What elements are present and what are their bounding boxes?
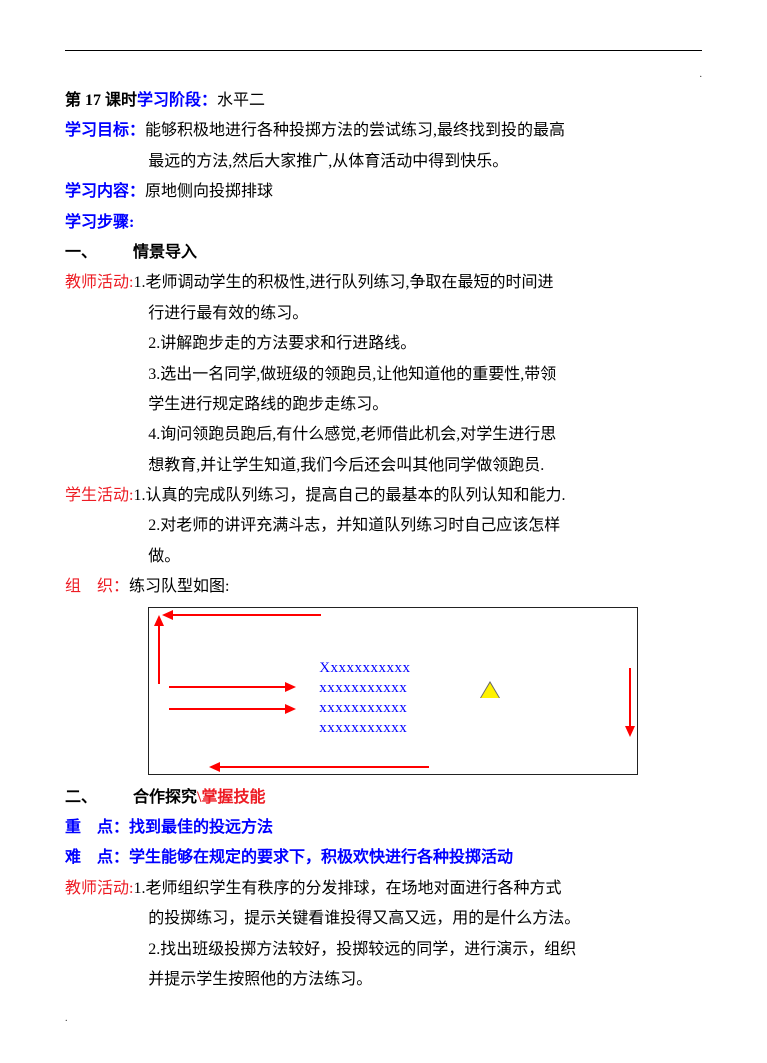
kp-b: 点： [97,819,129,836]
section1: 一、 情景导入 [65,238,702,268]
t2-1a: 1.老师组织学生有秩序的分发排球，在场地对面进行各种方式 [133,874,702,904]
stage-value: 水平二 [217,86,265,116]
s2b: 做。 [65,542,702,572]
section2: 二、 合作探究\掌握技能 [65,783,702,813]
t1b: 行进行最有效的练习。 [65,299,702,329]
corner-dot: . [65,65,702,84]
arrow-left-head [154,615,164,626]
s1: 1.认真的完成队列练习，提高自己的最基本的队列认知和能力. [133,481,702,511]
arrow-mid1 [169,686,287,688]
df-text: 学生能够在规定的要求下，积极欢快进行各种投掷活动 [129,849,513,866]
t3a: 3.选出一名同学,做班级的领跑员,让他知道他的重要性,带领 [65,360,702,390]
teacher-row: 教师活动: 1.老师调动学生的积极性,进行队列练习,争取在最短的时间进 [65,268,702,298]
section1-title: 情景导入 [133,244,197,261]
steps-label: 学习步骤: [65,208,702,238]
arrow-left [158,624,160,684]
top-rule [65,50,702,51]
arrow-bottom [219,766,429,768]
arrow-mid2 [169,708,287,710]
section2-title-b: \掌握技能 [197,789,265,806]
triangle-icon [481,683,499,698]
formation-diagram: Xxxxxxxxxxx xxxxxxxxxxx xxxxxxxxxxx xxxx… [148,607,638,775]
student-label: 学生活动: [65,481,133,511]
content-label: 学习内容： [65,177,145,207]
stage-label: 学习阶段： [137,86,217,116]
org-label: 组 织： [65,572,129,602]
header-line: 第 17 课时 学习阶段： 水平二 [65,86,702,116]
arrow-mid2-head [285,704,296,714]
org-label-a: 组 [65,578,81,595]
arrow-bottom-head [209,762,220,772]
goal-text2: 最远的方法,然后大家推广,从体育活动中得到快乐。 [65,147,702,177]
section1-num: 一、 [65,238,129,268]
student-row: 学生活动: 1.认真的完成队列练习，提高自己的最基本的队列认知和能力. [65,481,702,511]
org-text: 练习队型如图: [129,572,702,602]
df-b: 点： [97,849,129,866]
kp-text: 找到最佳的投远方法 [129,819,273,836]
df-a: 难 [65,849,81,866]
section2-title-a: 合作探究 [133,789,197,806]
t2-2b: 并提示学生按照他的方法练习。 [65,965,702,995]
t2-1b: 的投掷练习，提示关键看谁投得又高又远，用的是什么方法。 [65,904,702,934]
lesson-prefix: 第 17 课时 [65,86,137,116]
kp-a: 重 [65,819,81,836]
teacher-label: 教师活动: [65,268,133,298]
t4a: 4.询问领跑员跑后,有什么感觉,老师借此机会,对学生进行思 [65,420,702,450]
goal-label: 学习目标： [65,116,145,146]
keypoint-line: 重 点：找到最佳的投远方法 [65,813,702,843]
arrow-right-head [625,726,635,737]
org-row: 组 织： 练习队型如图: [65,572,702,602]
t4b: 想教育,并让学生知道,我们今后还会叫其他同学做领跑员. [65,451,702,481]
arrow-top [171,614,321,616]
difficulty-line: 难 点：学生能够在规定的要求下，积极欢快进行各种投掷活动 [65,843,702,873]
goal-text1: 能够积极地进行各种投掷方法的尝试练习,最终找到投的最高 [145,116,702,146]
content-text: 原地侧向投掷排球 [145,177,702,207]
goal-line: 学习目标： 能够积极地进行各种投掷方法的尝试练习,最终找到投的最高 [65,116,702,146]
arrow-mid1-head [285,682,296,692]
footer-dot: . [65,1009,702,1028]
xrow4: xxxxxxxxxxx [319,714,407,743]
s2a: 2.对老师的讲评充满斗志，并知道队列练习时自己应该怎样 [65,511,702,541]
t2: 2.讲解跑步走的方法要求和行进路线。 [65,329,702,359]
t1a: 1.老师调动学生的积极性,进行队列练习,争取在最短的时间进 [133,268,702,298]
t2-2a: 2.找出班级投掷方法较好，投掷较远的同学，进行演示，组织 [65,935,702,965]
diagram-wrap: Xxxxxxxxxxx xxxxxxxxxxx xxxxxxxxxxx xxxx… [65,607,702,775]
content-line: 学习内容： 原地侧向投掷排球 [65,177,702,207]
teacher2-row: 教师活动: 1.老师组织学生有秩序的分发排球，在场地对面进行各种方式 [65,874,702,904]
teacher2-label: 教师活动: [65,874,133,904]
t3b: 学生进行规定路线的跑步走练习。 [65,390,702,420]
org-label-b: 织： [97,578,129,595]
arrow-right [629,668,631,728]
section2-num: 二、 [65,783,129,813]
